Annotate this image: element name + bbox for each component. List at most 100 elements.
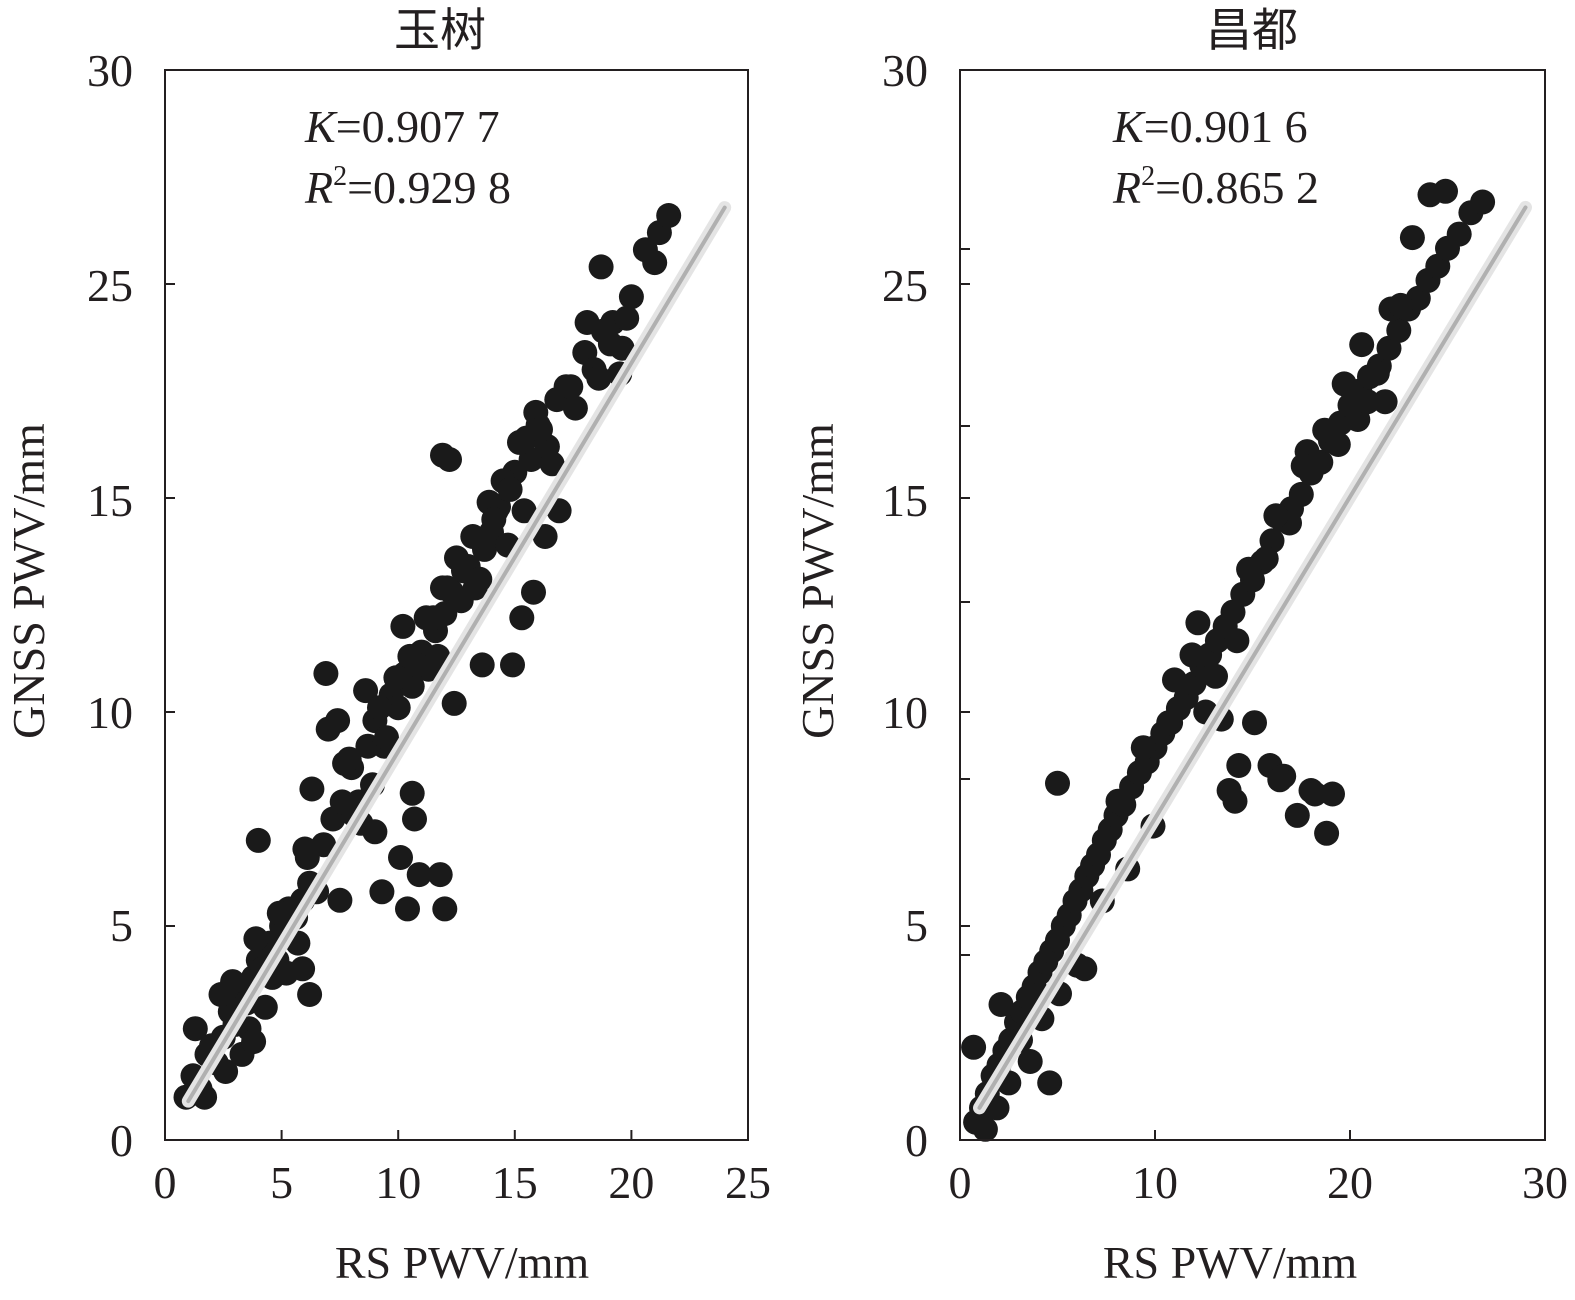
data-point [539, 451, 565, 477]
data-point [367, 695, 392, 721]
data-point [460, 524, 486, 549]
data-point [1284, 802, 1310, 828]
data-point [1130, 735, 1156, 761]
k-annotation: K=0.907 7 [304, 101, 500, 152]
x-tick-label: 0 [949, 1157, 972, 1208]
data-point [1314, 820, 1340, 846]
data-point [1349, 332, 1375, 358]
data-point [290, 956, 316, 982]
data-point [385, 695, 411, 721]
chart-title: 玉树 [394, 5, 486, 56]
chart-panel-yushu: 0 5 10 15 20 25 0 5 10 15 25 30 玉树 RS PWV/mm GNSS … [3, 5, 771, 1288]
data-point [1388, 292, 1414, 318]
y-tick-label: 10 [87, 687, 133, 738]
data-point [406, 862, 432, 888]
data-point [1364, 360, 1390, 386]
data-point [1045, 770, 1070, 796]
data-point [1470, 189, 1496, 215]
r2-superscript: 2 [333, 161, 347, 192]
data-point [1399, 225, 1425, 251]
r2-symbol: R [304, 162, 333, 213]
data-point [1267, 767, 1293, 793]
data-point [481, 506, 507, 532]
data-point [1288, 481, 1314, 507]
y-tick-label: 0 [110, 1115, 133, 1166]
data-point [588, 254, 614, 280]
data-point [1162, 667, 1187, 693]
data-point [1203, 663, 1228, 689]
x-tick-label: 10 [375, 1157, 421, 1208]
data-point [427, 862, 453, 888]
data-point [1290, 453, 1316, 479]
y-ticks: 0 5 10 15 25 30 [87, 45, 175, 1166]
data-point [1072, 956, 1098, 982]
x-tick-label: 5 [270, 1157, 293, 1208]
y-tick-label: 25 [882, 260, 928, 311]
y-tick-label: 5 [110, 900, 133, 951]
data-point [574, 310, 600, 335]
y-tick-label: 10 [882, 687, 928, 738]
k-symbol: K [1112, 101, 1146, 152]
x-axis-label: RS PWV/mm [335, 1237, 590, 1288]
data-point [511, 498, 537, 524]
data-point [1417, 182, 1443, 208]
data-point [313, 661, 339, 686]
data-point [1185, 610, 1211, 636]
data-point [500, 652, 525, 678]
data-point [332, 750, 358, 776]
data-point [182, 1016, 208, 1042]
data-point [383, 665, 409, 691]
data-point [1156, 710, 1182, 736]
y-tick-label: 30 [87, 45, 133, 96]
data-point [432, 896, 458, 922]
data-point [1331, 371, 1357, 397]
data-point [1224, 628, 1250, 654]
data-point [1372, 389, 1398, 415]
data-point [1179, 642, 1205, 668]
y-ticks: 0 5 10 15 25 30 [882, 45, 970, 1166]
data-point [1446, 221, 1472, 247]
y-tick-label: 25 [87, 260, 133, 311]
data-point [509, 605, 535, 631]
data-point [213, 1059, 239, 1084]
data-point [586, 365, 612, 391]
x-axis-label: RS PWV/mm [1103, 1237, 1358, 1288]
data-point [243, 926, 269, 952]
data-point [292, 836, 318, 862]
data-point [434, 575, 460, 601]
data-point [1302, 781, 1328, 807]
data-point [252, 994, 278, 1020]
plot-frame [959, 69, 1546, 1141]
data-point [614, 305, 640, 331]
data-point [1017, 1049, 1043, 1074]
data-point [521, 579, 546, 605]
data-point [656, 203, 682, 228]
data-point [961, 1034, 987, 1060]
r2-annotation: R2=0.929 8 [304, 161, 511, 213]
r2-annotation: R2=0.865 2 [1112, 161, 1319, 213]
r2-value: =0.865 2 [1155, 162, 1319, 213]
data-point [245, 827, 271, 853]
y-tick-label: 0 [905, 1115, 928, 1166]
data-point [220, 969, 246, 995]
data-point [241, 1029, 267, 1055]
chart-title: 昌都 [1206, 5, 1298, 56]
r2-symbol: R [1112, 162, 1141, 213]
data-point [441, 690, 467, 716]
plot-frame [164, 69, 749, 1141]
k-symbol: K [304, 101, 338, 152]
data-point [388, 845, 413, 870]
data-point [1355, 389, 1380, 415]
data-point [467, 566, 493, 592]
data-point [374, 725, 399, 751]
data-point [562, 395, 588, 421]
x-ticks: 0 10 20 30 [949, 1130, 1568, 1208]
k-annotation: K=0.901 6 [1112, 101, 1308, 152]
data-point [469, 652, 495, 678]
data-point [532, 524, 558, 549]
y-axis-label: GNSS PWV/mm [3, 423, 54, 739]
data-point [1242, 710, 1267, 736]
data-point [395, 896, 420, 922]
data-point [390, 613, 416, 639]
fit-line [977, 205, 1528, 1110]
